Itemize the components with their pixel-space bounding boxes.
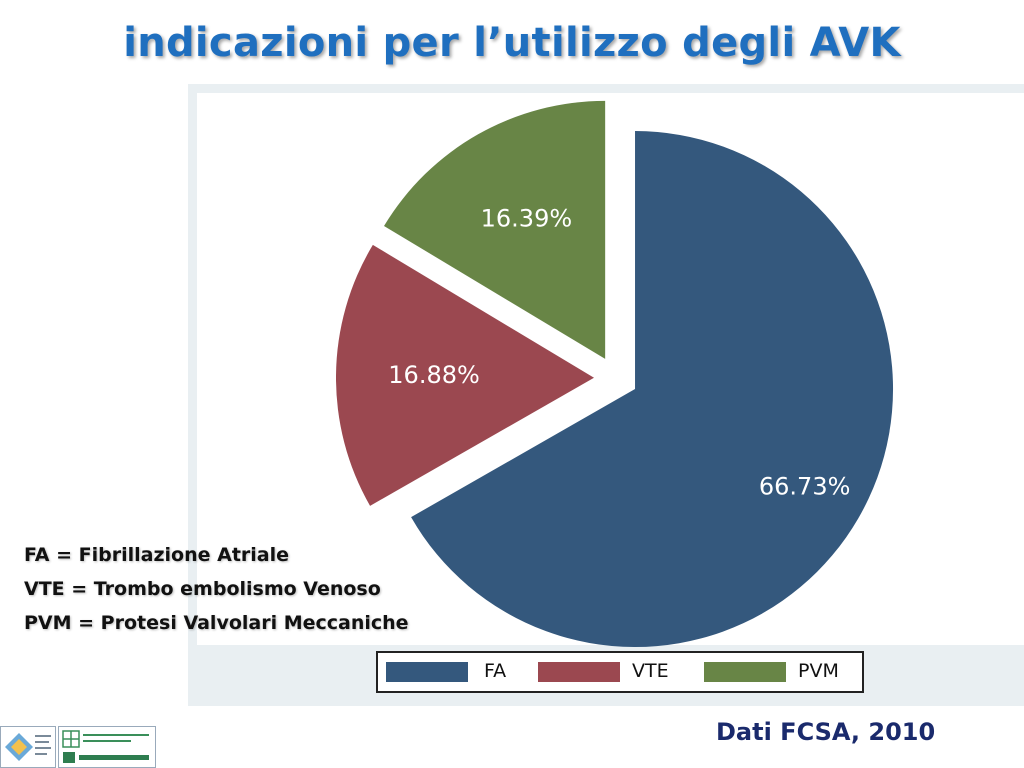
legend-swatch-fa <box>386 662 468 682</box>
note-pvm: PVM = Protesi Valvolari Meccaniche <box>24 612 409 634</box>
legend-label-vte: VTE <box>632 660 669 682</box>
regional-service-logo-mark <box>62 730 149 763</box>
pie-slice-vte <box>336 244 595 506</box>
note-vte: VTE = Trombo embolismo Venoso <box>24 578 381 600</box>
abbreviation-notes: FA = Fibrillazione Atriale VTE = Trombo … <box>24 538 409 640</box>
pie-slice-fa <box>411 131 894 648</box>
slide-title: indicazioni per l’utilizzo degli AVK <box>123 20 901 66</box>
legend-swatch-vte <box>538 662 620 682</box>
agency-logo-mark <box>5 733 51 761</box>
note-fa: FA = Fibrillazione Atriale <box>24 544 290 566</box>
data-source: Dati FCSA, 2010 <box>716 718 936 746</box>
logos <box>0 726 156 768</box>
agency-logo <box>0 726 56 768</box>
pie-label-pvm: 16.39% <box>481 205 573 233</box>
legend-label-pvm: PVM <box>798 660 839 682</box>
pie-label-vte: 16.88% <box>388 361 480 389</box>
chart-legend: FA VTE PVM <box>376 651 864 693</box>
pie-label-fa: 66.73% <box>759 472 851 500</box>
legend-swatch-pvm <box>704 662 786 682</box>
legend-label-fa: FA <box>484 660 507 682</box>
pie-slice-pvm <box>384 100 606 359</box>
regional-service-logo <box>58 726 156 768</box>
